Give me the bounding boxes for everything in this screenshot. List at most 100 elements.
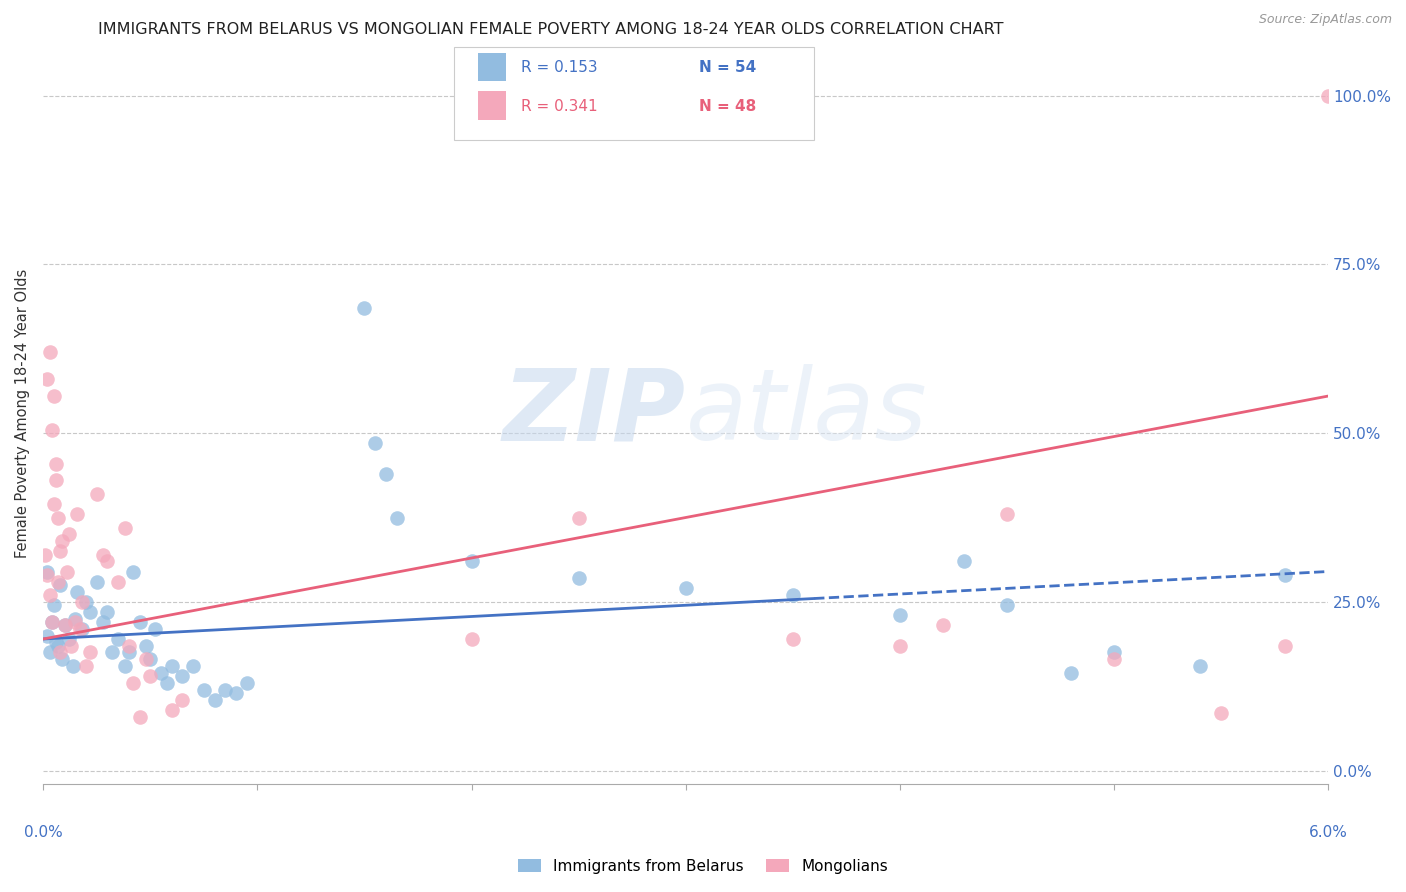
Point xyxy=(37,565,59,579)
Point xyxy=(149,665,172,680)
Text: 6.0%: 6.0% xyxy=(1309,825,1347,840)
Text: ZIP: ZIP xyxy=(503,365,686,461)
Point xyxy=(49,544,72,558)
Point xyxy=(135,639,157,653)
Point xyxy=(374,467,396,481)
Point xyxy=(995,599,1018,613)
Text: IMMIGRANTS FROM BELARUS VS MONGOLIAN FEMALE POVERTY AMONG 18-24 YEAR OLDS CORREL: IMMIGRANTS FROM BELARUS VS MONGOLIAN FEM… xyxy=(98,22,1004,37)
Point xyxy=(172,669,194,683)
Point xyxy=(46,639,69,653)
Point xyxy=(460,554,482,568)
Point xyxy=(91,548,114,562)
Point xyxy=(69,622,91,636)
Point xyxy=(1188,659,1211,673)
Point xyxy=(66,584,89,599)
Point xyxy=(51,534,73,549)
Point xyxy=(128,615,150,629)
Point xyxy=(96,605,118,619)
Point xyxy=(107,574,129,589)
Point xyxy=(364,436,387,450)
Point xyxy=(568,510,591,524)
FancyBboxPatch shape xyxy=(454,47,814,140)
Point xyxy=(38,345,60,359)
Point xyxy=(75,595,97,609)
Point xyxy=(58,527,80,541)
Point xyxy=(49,578,72,592)
Point xyxy=(34,548,56,562)
Point xyxy=(45,635,67,649)
Point xyxy=(42,389,65,403)
Point xyxy=(139,669,162,683)
Point xyxy=(91,615,114,629)
Point xyxy=(143,622,166,636)
Point xyxy=(139,652,162,666)
Point xyxy=(128,709,150,723)
FancyBboxPatch shape xyxy=(478,53,506,81)
Point xyxy=(46,510,69,524)
Point xyxy=(41,615,63,629)
Point xyxy=(1102,645,1125,659)
Point xyxy=(122,676,145,690)
Point xyxy=(1274,567,1296,582)
Point xyxy=(160,659,183,673)
Point xyxy=(172,692,194,706)
Point xyxy=(156,676,179,690)
Point xyxy=(782,588,804,602)
Point xyxy=(49,645,72,659)
Point xyxy=(114,659,136,673)
Text: N = 54: N = 54 xyxy=(699,61,756,76)
Point xyxy=(931,618,953,632)
Point xyxy=(100,645,122,659)
Point xyxy=(53,618,76,632)
Point xyxy=(37,372,59,386)
Text: N = 48: N = 48 xyxy=(699,99,756,114)
Point xyxy=(1102,652,1125,666)
Point xyxy=(60,639,83,653)
Point xyxy=(995,507,1018,521)
Text: 0.0%: 0.0% xyxy=(24,825,63,840)
Point xyxy=(58,632,80,646)
Point xyxy=(118,639,141,653)
Y-axis label: Female Poverty Among 18-24 Year Olds: Female Poverty Among 18-24 Year Olds xyxy=(15,268,30,558)
Point xyxy=(1317,88,1340,103)
Point xyxy=(42,599,65,613)
Text: Source: ZipAtlas.com: Source: ZipAtlas.com xyxy=(1258,13,1392,27)
Point xyxy=(122,565,145,579)
Point xyxy=(38,588,60,602)
Text: R = 0.153: R = 0.153 xyxy=(522,61,598,76)
Point xyxy=(460,632,482,646)
Point xyxy=(214,682,236,697)
Point xyxy=(53,618,76,632)
Point xyxy=(1274,639,1296,653)
Point xyxy=(86,574,108,589)
Point xyxy=(782,632,804,646)
Point xyxy=(75,659,97,673)
Point xyxy=(889,639,911,653)
Point xyxy=(160,703,183,717)
Point xyxy=(79,645,101,659)
Point xyxy=(1060,665,1083,680)
Point xyxy=(675,582,697,596)
Point xyxy=(70,595,93,609)
Point xyxy=(225,686,247,700)
Point xyxy=(38,645,60,659)
Point xyxy=(86,487,108,501)
Point xyxy=(51,652,73,666)
Point xyxy=(37,567,59,582)
Point xyxy=(37,629,59,643)
Point xyxy=(118,645,141,659)
Point xyxy=(114,521,136,535)
Point xyxy=(41,615,63,629)
Point xyxy=(353,301,375,316)
Point xyxy=(46,574,69,589)
Point xyxy=(45,474,67,488)
Point xyxy=(385,510,408,524)
Point xyxy=(42,497,65,511)
Point xyxy=(41,423,63,437)
Point xyxy=(135,652,157,666)
FancyBboxPatch shape xyxy=(478,92,506,120)
Point xyxy=(62,659,84,673)
Point xyxy=(65,612,87,626)
Point xyxy=(193,682,215,697)
Point xyxy=(55,565,77,579)
